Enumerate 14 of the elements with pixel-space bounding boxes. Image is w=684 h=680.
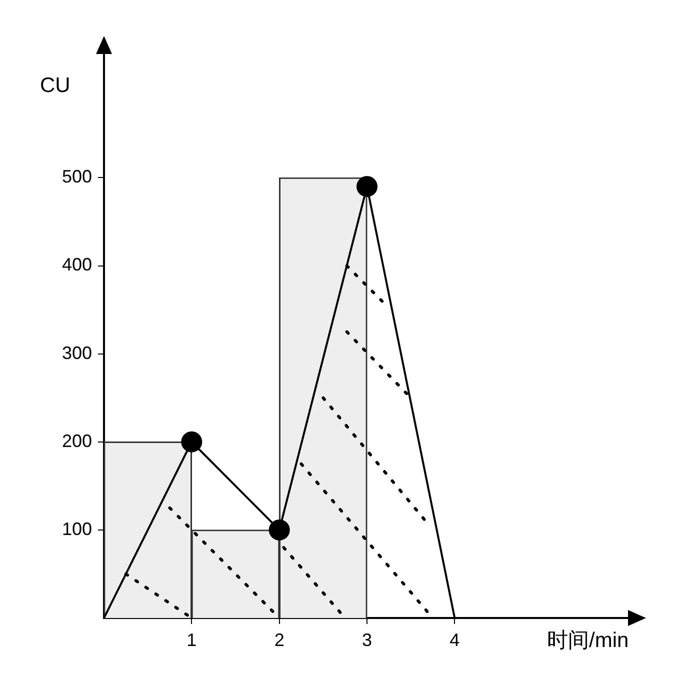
x-tick-label: 1 — [186, 630, 197, 650]
y-tick-label: 100 — [62, 518, 92, 539]
x-tick-label: 2 — [274, 630, 284, 650]
point — [181, 431, 202, 452]
y-tick-label: 500 — [62, 166, 92, 187]
y-tick-label: 300 — [62, 342, 92, 363]
y-axis-title: CU — [40, 74, 70, 98]
point — [268, 519, 290, 540]
point — [356, 176, 378, 197]
y-tick-label: 200 — [62, 430, 92, 451]
x-tick-label: 4 — [450, 630, 460, 650]
y-tick-label: 400 — [62, 254, 92, 275]
x-axis-title: 时间/min — [547, 628, 629, 654]
x-tick-label: 3 — [362, 630, 372, 650]
